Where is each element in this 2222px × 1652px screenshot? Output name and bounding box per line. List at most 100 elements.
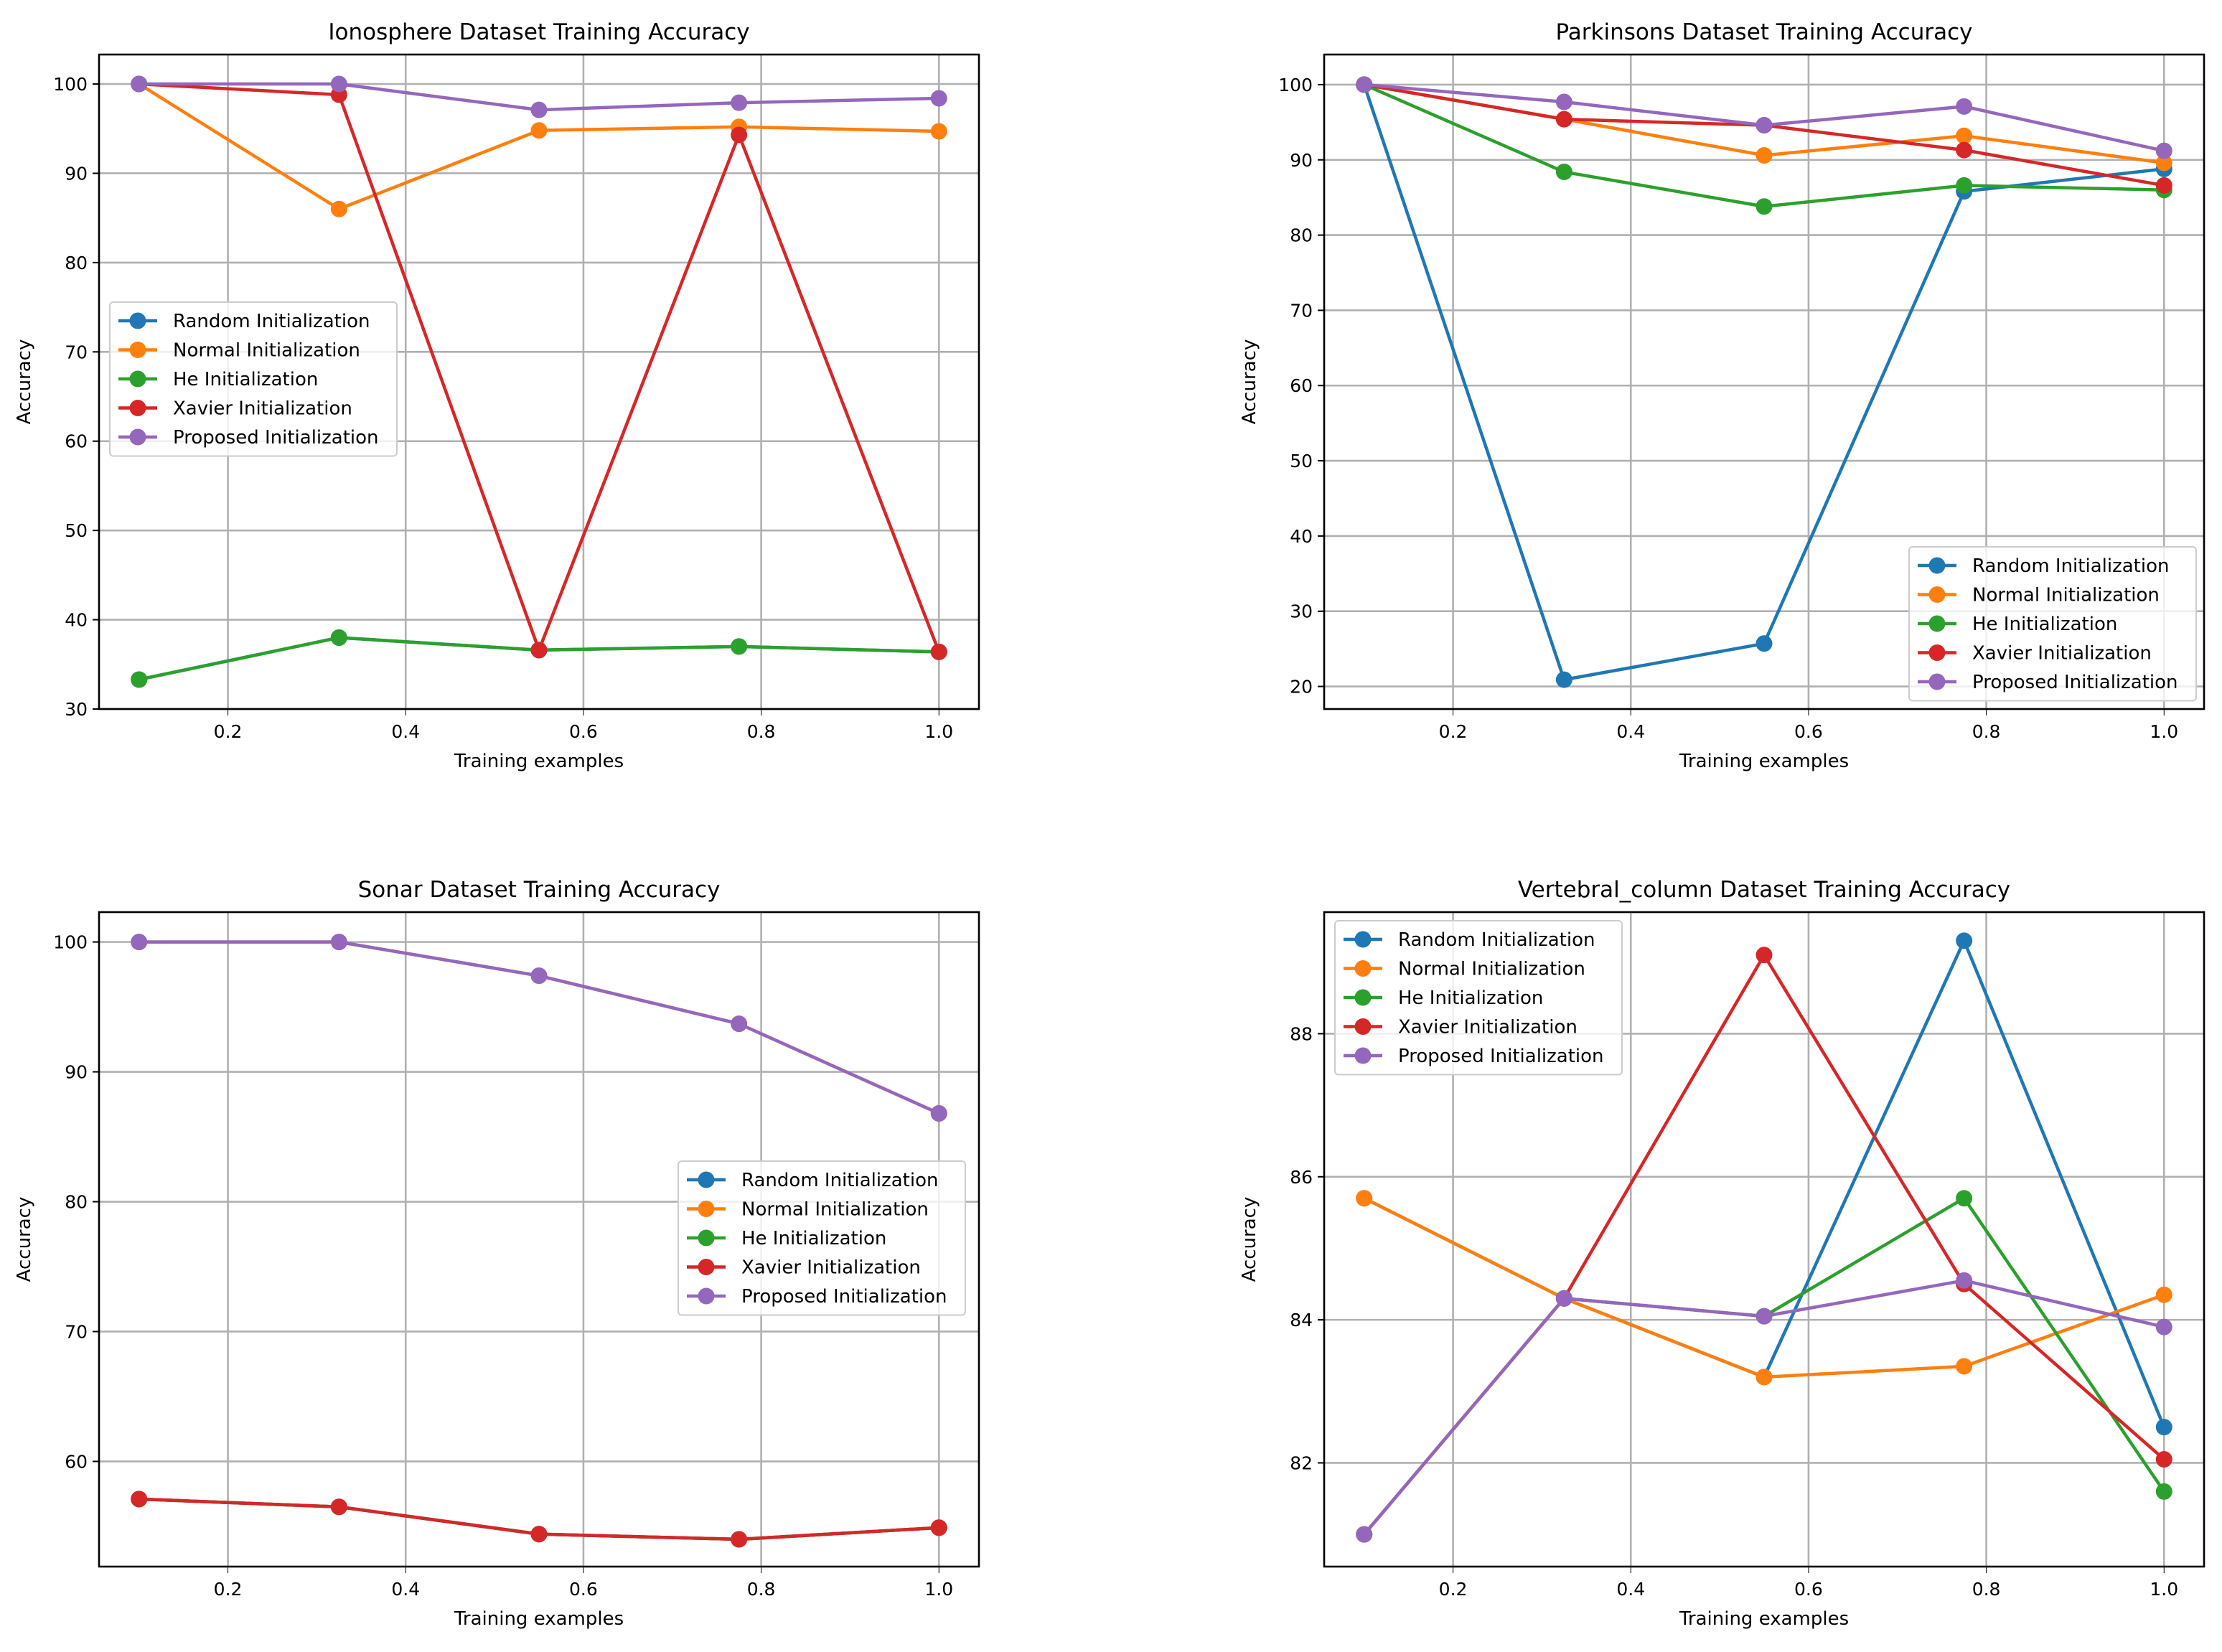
data-point [731, 94, 748, 111]
legend-label: Normal Initialization [173, 340, 360, 362]
axes-frame [98, 911, 980, 1568]
data-point [1356, 1526, 1373, 1543]
data-point [2155, 1450, 2172, 1468]
legend-marker [1354, 989, 1372, 1006]
data-point [1956, 1190, 1973, 1207]
y-tick-label: 50 [1290, 451, 1313, 471]
x-tick-label: 0.8 [747, 1579, 776, 1600]
legend: Random Initialization Normal Initializati… [678, 1160, 966, 1316]
data-point [2155, 154, 2172, 172]
data-point [731, 638, 748, 655]
data-point [2155, 1318, 2172, 1336]
y-tick-label: 90 [65, 163, 88, 184]
chart-2: 0.2 0.4 0.6 0.8 1.0 20 30 40 50 60 70 80 90 100 Parkin… [1239, 19, 2205, 772]
y-axis-label: Accuracy [14, 339, 35, 425]
data-point [1956, 932, 1973, 949]
data-point [1555, 671, 1572, 688]
x-axis-label: Training examples [454, 751, 624, 772]
y-tick-label: 100 [1278, 75, 1313, 95]
data-point [530, 642, 548, 659]
legend-marker [698, 1201, 715, 1217]
y-tick-label: 84 [1290, 1310, 1313, 1330]
x-tick-label: 0.8 [1972, 1579, 2001, 1600]
y-tick-label: 60 [65, 431, 88, 452]
x-tick-label: 1.0 [924, 721, 953, 742]
legend-label: Proposed Initialization [741, 1286, 947, 1308]
chart-title: Ionosphere Dataset Training Accuracy [328, 19, 749, 45]
x-tick-label: 0.4 [391, 1579, 420, 1600]
data-point [1755, 146, 1773, 164]
legend-marker [1354, 1047, 1372, 1064]
data-point [2155, 1286, 2172, 1303]
y-tick-label: 50 [65, 520, 88, 541]
x-tick-label: 0.6 [1794, 1579, 1823, 1600]
x-tick-label: 0.4 [391, 721, 420, 742]
data-point [1356, 76, 1373, 93]
data-point [1755, 947, 1773, 964]
data-point [131, 1491, 148, 1508]
legend-label: Normal Initialization [741, 1199, 929, 1221]
series-proposed-initialization [131, 75, 947, 118]
legend-marker [1928, 673, 1946, 690]
data-point [1956, 98, 1973, 115]
data-point [731, 1015, 748, 1033]
legend: Random Initialization Normal Initializati… [109, 301, 398, 457]
legend-label: Xavier Initialization [173, 398, 352, 420]
legend-item-proposed-initialization: Proposed Initialization [1344, 1046, 1604, 1067]
data-point [930, 90, 947, 107]
y-tick-label: 30 [1290, 601, 1313, 622]
legend-label: Normal Initialization [1398, 959, 1585, 980]
y-axis-label: Accuracy [1239, 339, 1260, 425]
data-point [530, 101, 548, 118]
y-tick-label: 80 [1290, 225, 1313, 246]
y-tick-label: 80 [65, 1192, 88, 1213]
data-point [1755, 198, 1773, 215]
data-point [2155, 142, 2172, 159]
data-point [131, 934, 148, 951]
legend-item-random-initialization: Random Initialization [1344, 929, 1595, 951]
chart-3: 0.2 0.4 0.6 0.8 1.0 60 70 80 90 100 Sonar Dataset … [14, 877, 980, 1630]
y-tick-label: 80 [65, 253, 88, 273]
legend-marker [698, 1171, 715, 1188]
x-tick-label: 0.2 [1439, 721, 1468, 742]
legend-label: Random Initialization [741, 1170, 938, 1191]
data-point [330, 1498, 347, 1516]
series-proposed-initialization [131, 934, 947, 1122]
legend-item-proposed-initialization: Proposed Initialization [687, 1286, 947, 1308]
legend: Random Initialization Normal Initializati… [1908, 546, 2197, 702]
legend-box [678, 1160, 966, 1316]
legend-label: Proposed Initialization [1398, 1046, 1604, 1067]
axes-frame [98, 53, 980, 710]
data-point [1755, 635, 1773, 652]
data-point [1956, 127, 1973, 144]
data-point [1956, 177, 1973, 194]
legend-box [109, 301, 398, 457]
data-point [2155, 1419, 2172, 1436]
legend-item-xavier-initialization: Xavier Initialization [1918, 643, 2152, 665]
data-point [930, 123, 947, 140]
data-point [1555, 1290, 1572, 1307]
legend-box [1334, 920, 1623, 1076]
data-point [330, 934, 347, 951]
legend-marker [129, 342, 146, 358]
legend-label: Proposed Initialization [173, 427, 379, 449]
legend-item-normal-initialization: Normal Initialization [1344, 959, 1585, 980]
legend-marker [1354, 960, 1372, 977]
data-point [1555, 93, 1572, 111]
series-proposed-initialization [1356, 1272, 2172, 1543]
data-point [330, 75, 347, 93]
legend-item-proposed-initialization: Proposed Initialization [1918, 672, 2178, 693]
x-tick-label: 0.4 [1616, 1579, 1645, 1600]
legend-label: Random Initialization [173, 311, 370, 332]
legend-label: He Initialization [1398, 987, 1543, 1009]
legend-item-normal-initialization: Normal Initialization [1918, 585, 2160, 606]
series-proposed-initialization [1356, 76, 2172, 159]
legend-marker [698, 1229, 715, 1247]
data-point [1356, 1190, 1373, 1207]
y-tick-label: 70 [1290, 300, 1313, 321]
legend-marker [129, 370, 146, 388]
chart-4: 0.2 0.4 0.6 0.8 1.0 82 84 86 88 Vertebral_column … [1239, 877, 2205, 1630]
x-tick-label: 0.2 [214, 1579, 243, 1600]
data-point [2155, 1483, 2172, 1500]
y-tick-label: 100 [53, 74, 88, 95]
